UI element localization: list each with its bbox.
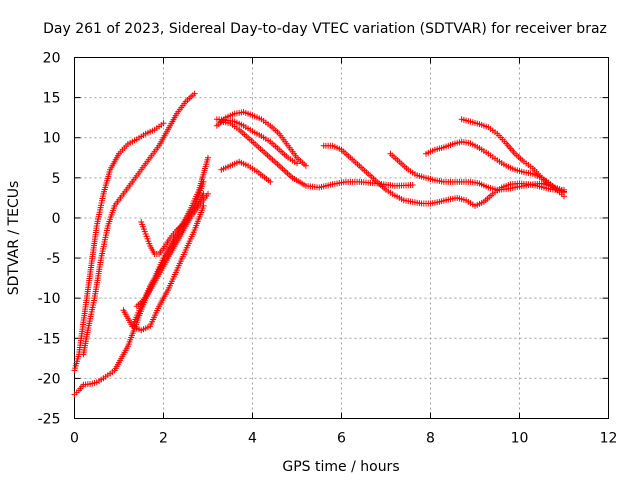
data-point (205, 154, 211, 161)
data-point (200, 178, 207, 185)
series-s1 (71, 120, 167, 374)
series-s11 (218, 158, 274, 185)
x-tick-label: 4 (248, 431, 257, 447)
y-tick-labels: -25 -20 -15 -10 -5 0 5 10 15 20 (38, 51, 61, 428)
series-s14 (423, 138, 567, 200)
y-tick-label: 0 (52, 211, 61, 227)
grid-lines (74, 57, 609, 419)
axis-ticks (74, 57, 609, 419)
y-tick-label: -20 (38, 371, 61, 387)
y-tick-label: -25 (38, 412, 61, 428)
y-tick-label: 5 (52, 171, 61, 187)
data-point (294, 160, 300, 167)
data-point (160, 120, 167, 127)
chart-title: Day 261 of 2023, Sidereal Day-to-day VTE… (43, 21, 607, 37)
x-axis-title: GPS time / hours (282, 459, 399, 475)
series-s10 (218, 118, 416, 191)
x-tick-label: 0 (70, 431, 79, 447)
data-point (191, 90, 198, 97)
x-tick-label: 8 (426, 431, 435, 447)
x-tick-label: 2 (159, 431, 168, 447)
y-axis-title: SDTVAR / TECUs (6, 181, 22, 296)
y-tick-label: 15 (43, 91, 61, 107)
series-s9 (213, 116, 300, 167)
series-s13 (387, 150, 567, 195)
x-tick-labels: 0 2 4 6 8 10 12 (70, 431, 617, 447)
series-s7 (129, 178, 207, 330)
y-tick-label: 20 (43, 51, 61, 67)
x-tick-label: 10 (511, 431, 529, 447)
y-tick-label: -10 (38, 291, 61, 307)
data-point (302, 162, 309, 169)
y-tick-label: -5 (47, 251, 61, 267)
data-point (409, 182, 416, 189)
series-s15 (458, 116, 567, 196)
series-s2 (80, 90, 198, 358)
y-tick-label: 10 (43, 131, 61, 147)
x-tick-label: 12 (600, 431, 618, 447)
x-tick-label: 6 (337, 431, 346, 447)
data-points (71, 90, 567, 398)
series-s8 (213, 109, 309, 169)
data-point (205, 190, 211, 197)
data-point (267, 178, 274, 185)
series-s12 (320, 142, 567, 209)
data-point (561, 189, 567, 196)
y-tick-label: -15 (38, 331, 61, 347)
series-s5 (120, 202, 207, 334)
